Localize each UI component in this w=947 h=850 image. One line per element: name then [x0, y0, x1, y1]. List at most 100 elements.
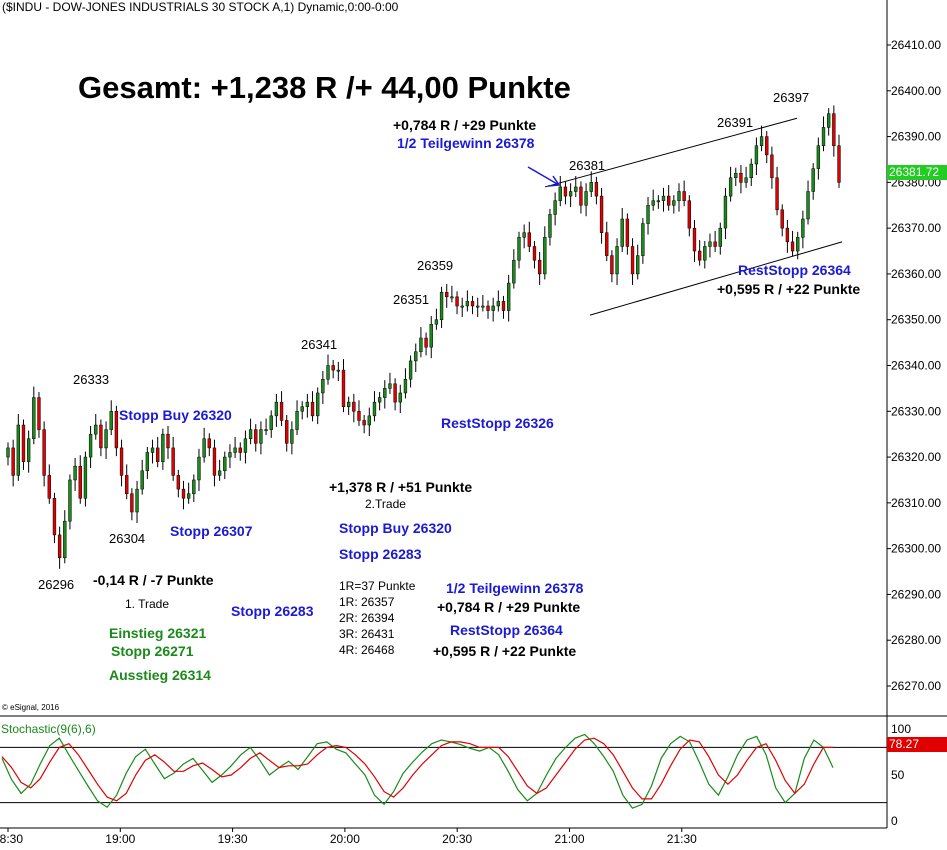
- candle-down: [486, 305, 490, 311]
- note-partial-result: +0,784 R / +29 Punkte: [393, 117, 537, 133]
- candle-up: [744, 177, 748, 183]
- candle-up: [16, 424, 20, 476]
- candle-up: [63, 520, 67, 559]
- candle-up: [512, 259, 516, 284]
- arrow-head-icon: [547, 175, 561, 187]
- stochastic-title: Stochastic(9(6),6): [1, 722, 96, 736]
- note-stopp-26307: Stopp 26307: [170, 523, 253, 539]
- candle-up: [336, 369, 341, 372]
- candle-up: [450, 296, 454, 299]
- trade2-3r: 3R: 26431: [339, 627, 395, 641]
- esignal-watermark: © eSignal, 2016: [2, 703, 60, 712]
- candle-up: [150, 447, 155, 453]
- trend-channel: [527, 117, 843, 316]
- candle-up: [243, 438, 248, 453]
- candle-up: [543, 237, 547, 275]
- candle-up: [734, 172, 738, 179]
- candle-down: [212, 447, 217, 476]
- label-low-26296: 26296: [38, 577, 75, 592]
- candle-down: [470, 301, 475, 307]
- candlestick-series: [6, 105, 841, 569]
- candle-down: [119, 447, 124, 476]
- note-partial-target: 1/2 Teilgewinn 26378: [397, 135, 535, 151]
- note-rest-result: +0,595 R / +22 Punkte: [717, 281, 861, 297]
- candle-up: [728, 177, 733, 197]
- time-tick-label: 19:00: [105, 832, 135, 846]
- candle-up: [109, 411, 113, 430]
- price-tick-label: 26410.00: [891, 38, 941, 52]
- time-tick-label: 18:30: [0, 832, 23, 846]
- price-tick-label: 26300.00: [891, 542, 941, 556]
- candle-down: [579, 186, 583, 206]
- trade2-partial-target: 1/2 Teilgewinn 26378: [446, 580, 584, 596]
- price-tick-label: 26370.00: [891, 221, 941, 235]
- candle-down: [739, 172, 743, 183]
- price-tick-label: 26330.00: [891, 404, 941, 418]
- price-tick-label: 26280.00: [891, 633, 941, 647]
- candle-up: [481, 305, 485, 308]
- candle-up: [703, 246, 707, 261]
- trade1-exit: Ausstieg 26314: [109, 667, 211, 683]
- candle-down: [625, 218, 630, 247]
- candle-down: [599, 195, 604, 233]
- candle-up: [26, 438, 31, 462]
- candle-down: [156, 447, 160, 462]
- candle-down: [790, 241, 795, 252]
- trade2-label: 2.Trade: [365, 497, 406, 511]
- stoch-line-d: [1, 737, 833, 802]
- candle-up: [749, 163, 753, 179]
- candle-up: [192, 479, 196, 494]
- candle-up: [517, 237, 521, 261]
- candle-up: [661, 195, 666, 201]
- channel-lower-line: [589, 241, 843, 316]
- candle-up: [403, 378, 408, 394]
- candle-up: [816, 145, 821, 169]
- candle-down: [610, 255, 614, 275]
- candle-down: [238, 447, 242, 453]
- candle-down: [682, 191, 686, 201]
- last-price-tag: 26381.72: [887, 165, 947, 180]
- candle-down: [532, 246, 537, 261]
- candle-down: [207, 438, 211, 449]
- candle-down: [279, 401, 284, 421]
- candle-down: [527, 232, 531, 247]
- total-result-title: Gesamt: +1,238 R /+ 44,00 Punkte: [78, 70, 571, 105]
- candle-up: [6, 447, 10, 458]
- candle-down: [687, 200, 691, 229]
- candle-up: [383, 388, 387, 398]
- candle-up: [522, 232, 526, 238]
- candle-down: [352, 401, 356, 412]
- candle-up: [672, 200, 676, 206]
- label-high-26381: 26381: [569, 158, 606, 173]
- candle-down: [630, 246, 635, 275]
- label-high-26359: 26359: [417, 258, 454, 273]
- candle-up: [259, 429, 263, 444]
- candle-up: [806, 191, 810, 220]
- candle-down: [11, 447, 15, 476]
- candle-down: [21, 424, 26, 462]
- candle-up: [233, 447, 237, 453]
- candle-down: [605, 232, 609, 256]
- candle-up: [264, 429, 268, 432]
- candle-down: [837, 145, 841, 183]
- candle-up: [290, 429, 294, 444]
- axes: 26270.00 26280.00 26290.00 26300.00 26310.00…: [0, 38, 941, 846]
- candle-down: [832, 113, 836, 146]
- candle-up: [677, 191, 681, 201]
- candle-down: [537, 259, 542, 275]
- candle-up: [811, 168, 815, 192]
- candle-up: [429, 324, 433, 348]
- candle-up: [295, 411, 299, 430]
- stoch-tick-label: 100: [891, 722, 911, 736]
- candle-down: [445, 291, 449, 298]
- trade2-4r: 4R: 26468: [339, 643, 395, 657]
- candle-down: [713, 241, 717, 247]
- candle-up: [140, 470, 144, 490]
- candle-up: [346, 401, 351, 407]
- stoch-tick-label: 0: [891, 814, 898, 828]
- label-high-26391: 26391: [717, 115, 754, 130]
- candle-down: [99, 424, 103, 449]
- candle-up: [32, 397, 36, 440]
- candle-up: [460, 305, 464, 308]
- candle-down: [501, 301, 506, 311]
